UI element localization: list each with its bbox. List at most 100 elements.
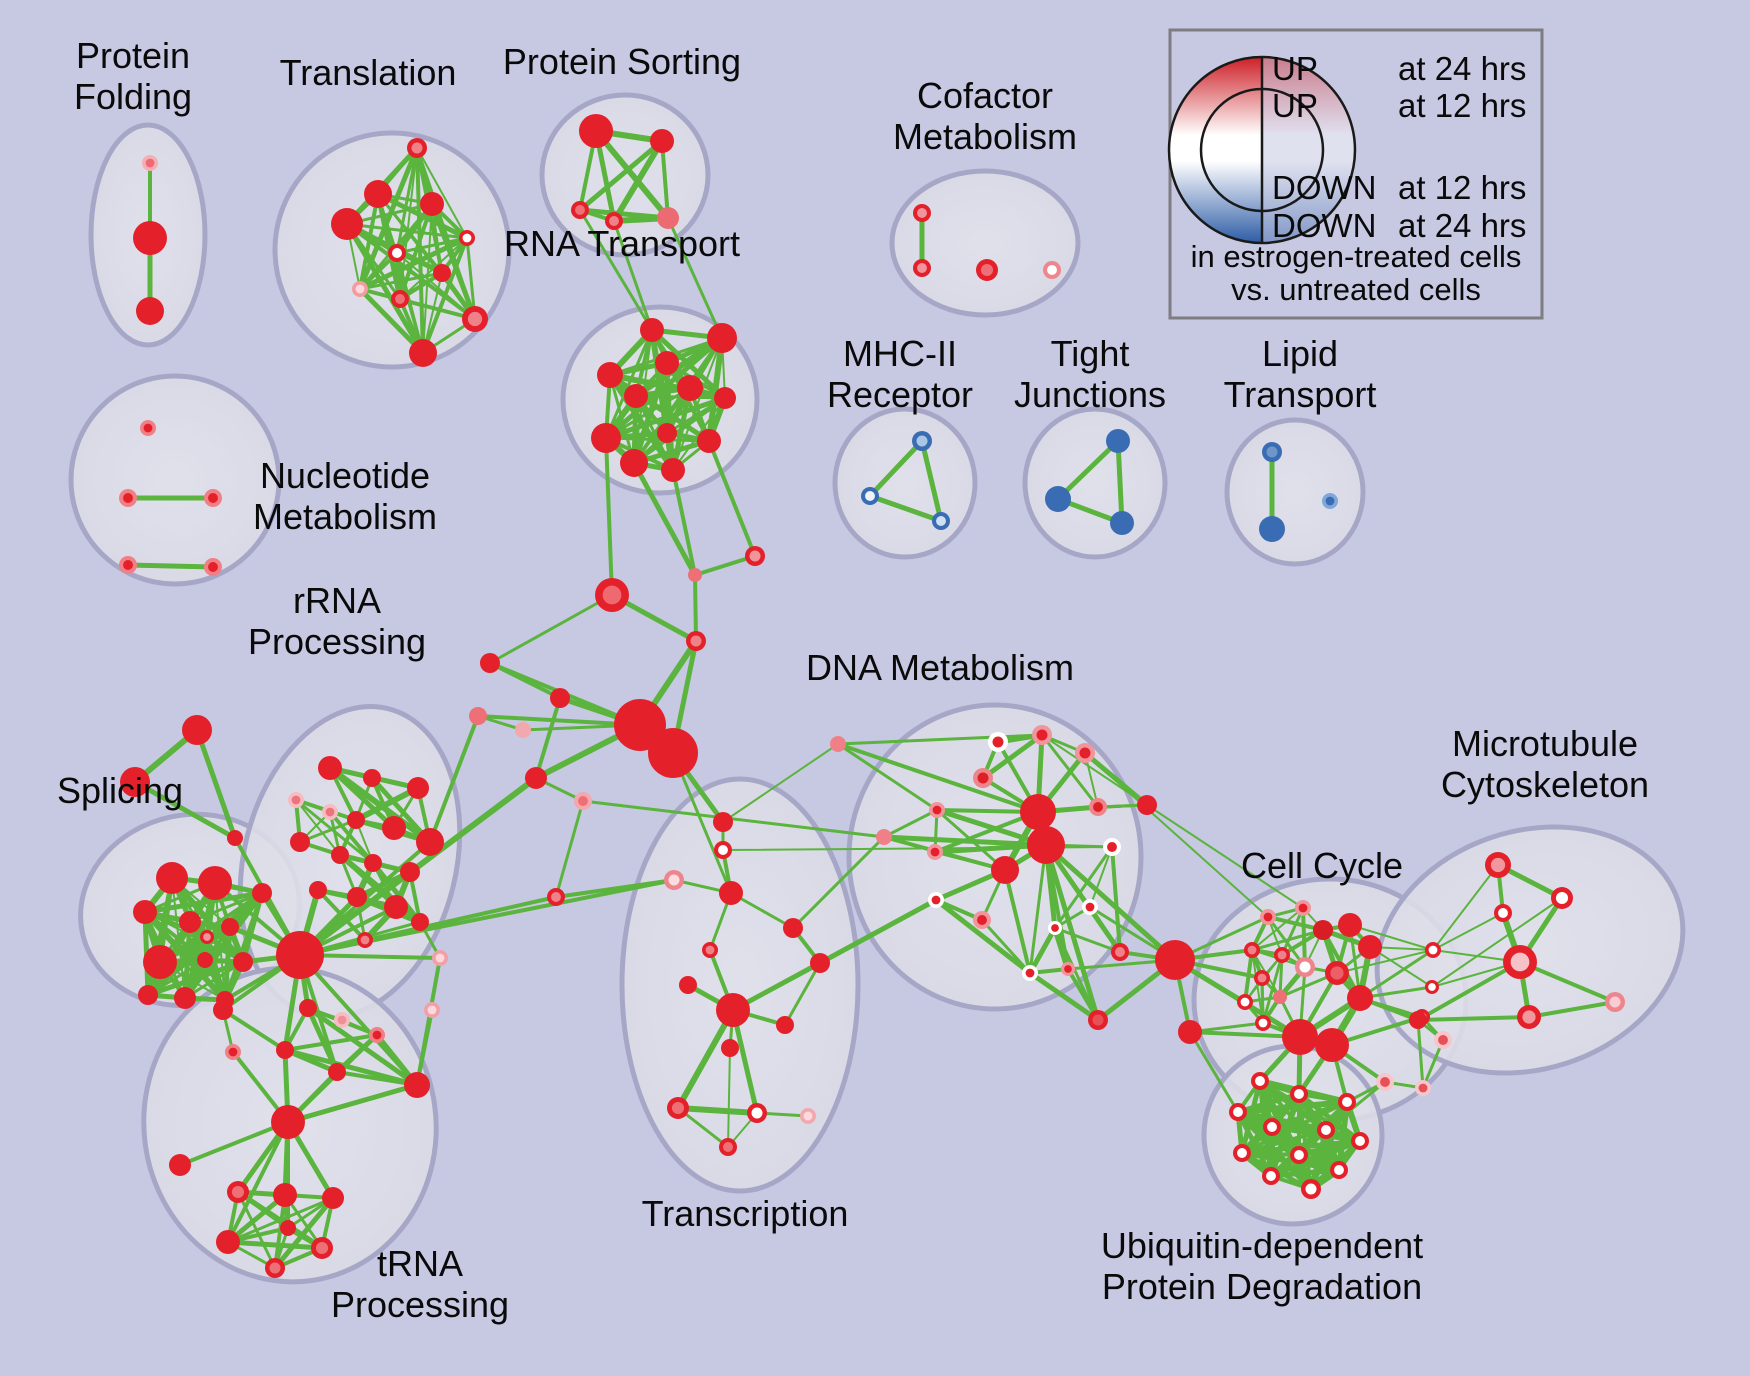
gene-node [388, 244, 406, 262]
gene-node-inner-12h [1237, 1148, 1247, 1158]
gene-node-inner-12h [916, 435, 928, 447]
edge [1431, 897, 1563, 988]
gene-node-inner-12h [1305, 1183, 1317, 1195]
edge [1188, 1021, 1265, 1034]
gene-node [252, 883, 272, 903]
edge [488, 593, 614, 665]
edge [1055, 438, 1121, 502]
cluster-label-dna-metabolism: DNA Metabolism [806, 647, 1074, 688]
gene-node [973, 768, 993, 788]
legend-state-label: DOWN [1272, 169, 1376, 206]
edge [1349, 924, 1434, 951]
gene-node-outer-24h [143, 945, 177, 979]
gene-node [364, 854, 382, 872]
gene-node [929, 802, 945, 818]
gene-node [927, 844, 943, 860]
gene-node [1262, 1167, 1280, 1185]
gene-node-inner-12h [1321, 1125, 1331, 1135]
gene-node-inner-12h [1036, 729, 1048, 741]
gene-node [1295, 900, 1311, 916]
gene-node [714, 387, 736, 409]
gene-node-outer-24h [1106, 429, 1130, 453]
gene-node [322, 804, 338, 820]
legend-state-label: UP [1272, 87, 1318, 124]
gene-node [707, 323, 737, 353]
gene-node-inner-12h [355, 284, 365, 294]
gene-node-inner-12h [1255, 1076, 1265, 1086]
edge [1280, 906, 1305, 957]
edge [283, 1033, 379, 1052]
gene-node-outer-24h [657, 423, 677, 443]
gene-node [407, 138, 427, 158]
edge [188, 891, 264, 924]
edge [707, 439, 757, 558]
gene-node [433, 264, 451, 282]
gene-node [1551, 887, 1573, 909]
gene-node [1111, 943, 1129, 961]
gene-node-inner-12h [467, 311, 483, 327]
gene-node [1338, 1093, 1356, 1111]
gene-node [1106, 429, 1130, 453]
gene-node-inner-12h [231, 1185, 245, 1199]
gene-node-inner-12h [1064, 965, 1072, 973]
edge [1028, 843, 1048, 975]
gene-node [1259, 516, 1285, 542]
gene-node [182, 715, 212, 745]
gene-node-inner-12h [1240, 997, 1250, 1007]
edge [1416, 1018, 1425, 1090]
gene-node [1295, 957, 1315, 977]
gene-node-outer-24h [876, 829, 892, 845]
gene-node-outer-24h [1155, 940, 1195, 980]
legend-time-label: at 24 hrs [1398, 50, 1526, 87]
gene-node [200, 930, 214, 944]
gene-node [976, 259, 998, 281]
gene-node-outer-24h [221, 918, 239, 936]
gene-node [391, 290, 409, 308]
gene-node-inner-12h [123, 560, 133, 570]
gene-node-inner-12h [123, 493, 133, 503]
gene-node-outer-24h [179, 911, 201, 933]
gene-node-outer-24h [136, 297, 164, 325]
gene-node-inner-12h [1092, 1014, 1104, 1026]
gene-node [1254, 970, 1270, 986]
cluster-label-lipid-transport: Transport [1224, 374, 1377, 415]
gene-node-outer-24h [719, 881, 743, 905]
gene-node-inner-12h [372, 1030, 382, 1040]
edge [1235, 1099, 1350, 1115]
edge [1146, 804, 1304, 909]
cluster-label-mhc-ii-receptor: Receptor [827, 374, 973, 415]
gene-node [648, 728, 698, 778]
gene-node-inner-12h [932, 805, 942, 815]
gene-node [1322, 493, 1338, 509]
gene-node-outer-24h [714, 387, 736, 409]
cluster-label-ubiquitin-degradation: Protein Degradation [1102, 1266, 1422, 1307]
edge [1188, 1030, 1240, 1114]
edge [612, 219, 654, 332]
gene-node-outer-24h [713, 812, 733, 832]
gene-node [400, 862, 420, 882]
gene-node [550, 688, 570, 708]
edge [415, 956, 442, 1087]
gene-node-inner-12h [1342, 1097, 1352, 1107]
gene-node [328, 1063, 346, 1081]
legend: UP at 24 hrs UP at 12 hrs DOWN at 12 hrs DOWN a… [1167, 28, 1544, 320]
edge [142, 890, 265, 915]
gene-node [595, 578, 629, 612]
gene-node [404, 1072, 430, 1098]
gene-node-outer-24h [213, 1000, 233, 1020]
gene-node-inner-12h [578, 796, 588, 806]
gene-node [416, 828, 444, 856]
gene-node [280, 1220, 296, 1236]
edge [1243, 948, 1254, 1004]
cluster-label-rrna-processing: Processing [248, 621, 426, 662]
gene-node-inner-12h [1330, 966, 1344, 980]
gene-node [233, 952, 253, 972]
gene-node [179, 911, 201, 933]
gene-node [1103, 838, 1121, 856]
gene-node-outer-24h [1347, 985, 1373, 1011]
gene-node-outer-24h [309, 881, 327, 899]
gene-node-inner-12h [602, 585, 622, 605]
gene-node [169, 1154, 191, 1176]
gene-node [679, 976, 697, 994]
gene-node-inner-12h [1079, 747, 1091, 759]
